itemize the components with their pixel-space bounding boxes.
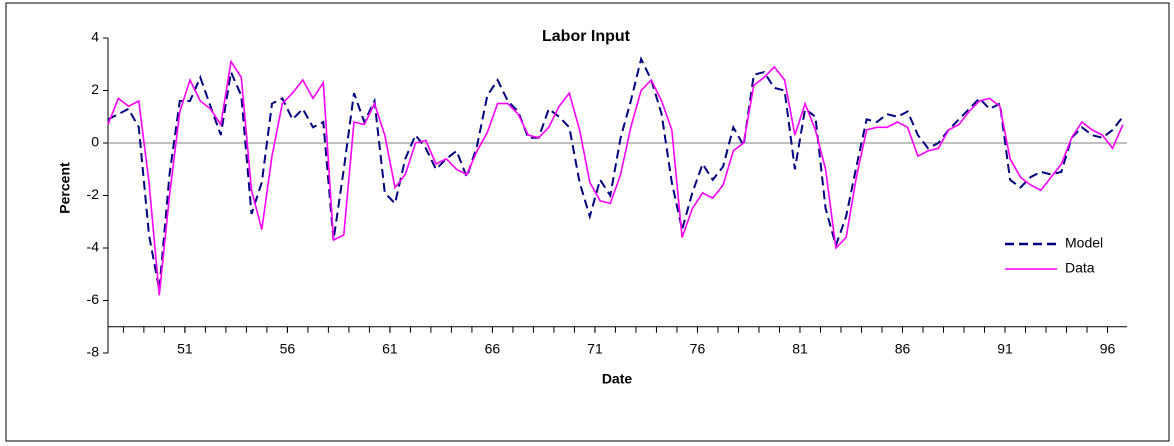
y-tick-label: -6 [87,291,100,307]
x-tick-label: 76 [690,340,706,356]
y-tick-label: 4 [91,29,99,45]
line-series [107,56,1124,291]
x-tick-label: 71 [587,340,603,356]
y-tick-label: 2 [91,81,99,97]
x-axis-label: Date [602,371,633,387]
x-tick-label: 66 [485,340,501,356]
y-tick-label: -8 [87,344,100,360]
y-tick-label: 0 [91,134,99,150]
y-axis-label: Percent [57,162,73,214]
x-tick-label: 81 [792,340,808,356]
x-tick-label: 51 [177,340,193,356]
legend-label: Model [1065,235,1103,251]
x-tick-label: 91 [997,340,1013,356]
line-series [107,59,1124,296]
y-tick-label: -4 [87,239,100,255]
y-tick-label: -2 [87,186,100,202]
x-tick-label: 86 [895,340,911,356]
x-tick-label: 61 [382,340,398,356]
chart-frame [5,2,1170,442]
chart-title: Labor Input [542,28,631,45]
x-tick-label: 96 [1100,340,1116,356]
legend-label: Data [1065,260,1095,276]
x-tick-label: 56 [280,340,296,356]
